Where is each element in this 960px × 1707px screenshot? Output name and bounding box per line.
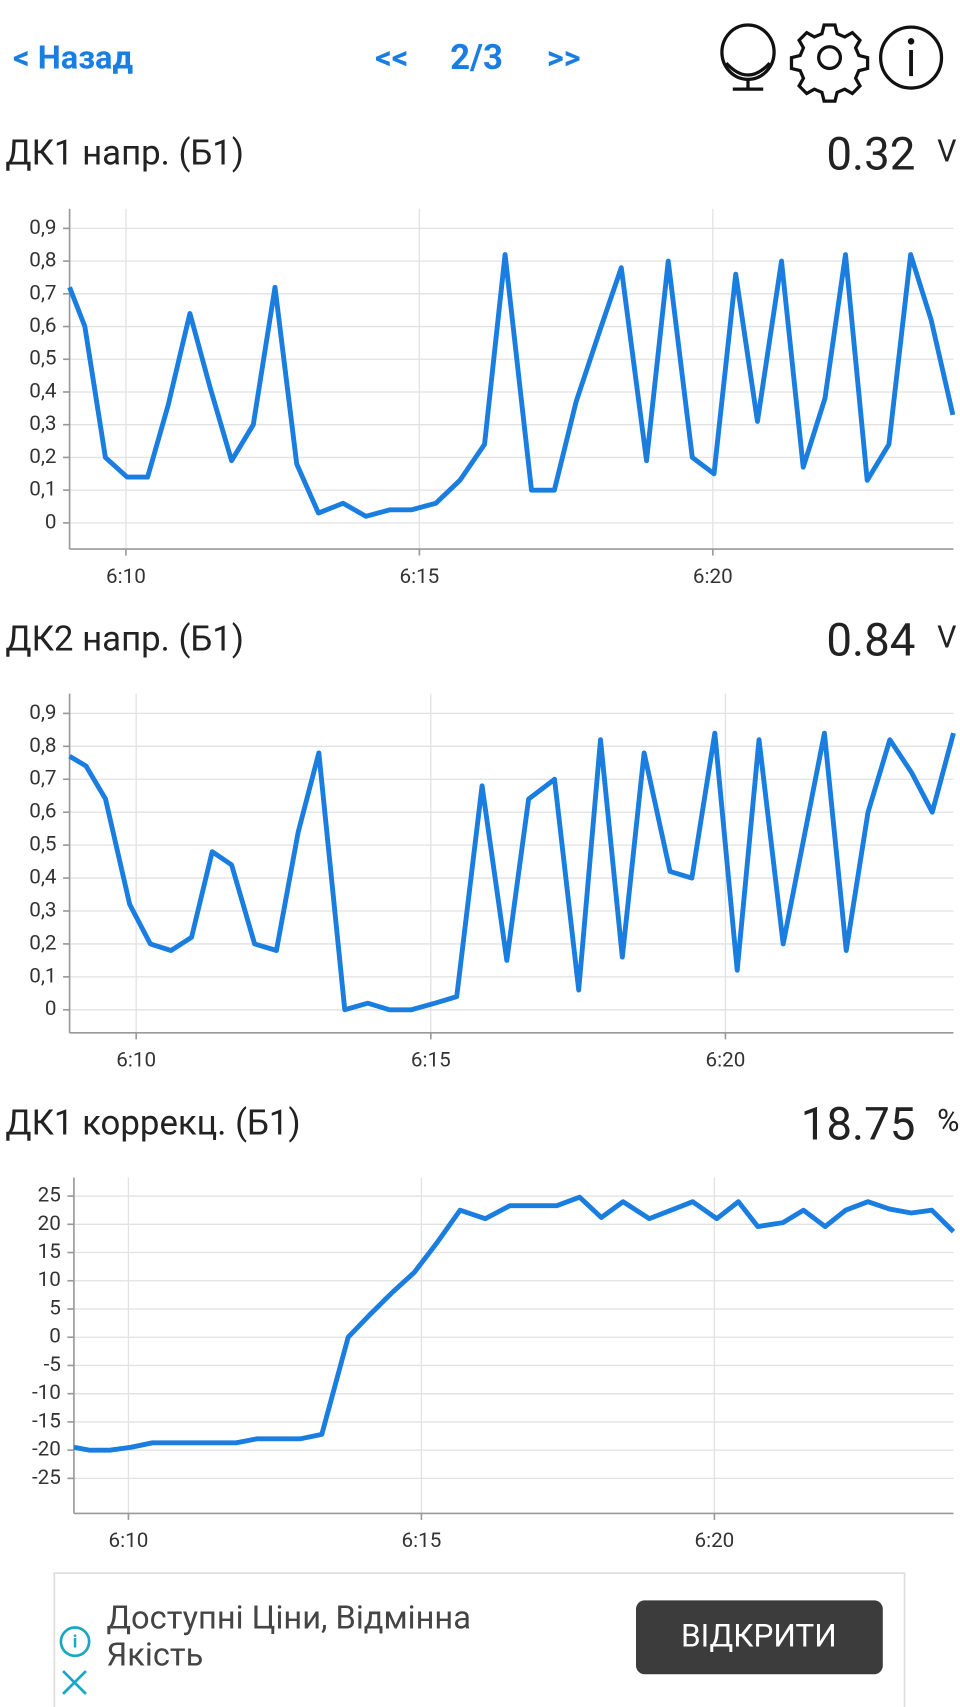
y-tick-label: 0,8 (29, 249, 56, 273)
data-line (67, 252, 956, 519)
back-button[interactable]: < Назад (13, 38, 133, 76)
y-tick-label: 0,9 (29, 216, 56, 240)
y-tick-label: 0,3 (29, 898, 56, 922)
y-tick-label: 0 (45, 510, 57, 534)
x-tick-label: 6:10 (109, 1529, 149, 1553)
x-tick-label: 6:10 (116, 1049, 156, 1073)
page-indicator: 2/3 (450, 38, 503, 78)
mirror-icon[interactable] (720, 23, 776, 91)
y-tick-label: 0 (49, 1325, 61, 1349)
current-value: 18.75 (801, 1098, 916, 1151)
prev-button[interactable]: << (375, 38, 408, 76)
y-tick-label: 15 (38, 1240, 61, 1264)
x-tick-label: 6:15 (402, 1529, 442, 1553)
ad-text: Якість (107, 1636, 204, 1674)
x-tick-label: 6:20 (693, 565, 733, 589)
unit: % (937, 1104, 959, 1139)
current-value: 0.84 (826, 615, 915, 668)
ad-text: Доступні Ціни, Відмінна (107, 1599, 471, 1637)
y-tick-label: 0,1 (29, 478, 56, 502)
chart-title: ДК1 коррекц. (Б1) (5, 1103, 300, 1143)
chart-title: ДК2 напр. (Б1) (5, 620, 244, 660)
y-tick-label: 0,7 (29, 767, 56, 791)
settings-icon[interactable] (789, 23, 870, 103)
y-tick-label: 0,1 (29, 964, 56, 988)
y-tick-label: 0,7 (29, 281, 56, 305)
y-tick-label: 0,4 (29, 866, 57, 890)
y-tick-label: 0,9 (29, 701, 56, 725)
ad-close-icon[interactable] (62, 1670, 87, 1695)
next-button[interactable]: >> (547, 38, 581, 76)
data-line (68, 730, 956, 1013)
ad-info-glyph: i (73, 1632, 78, 1652)
y-tick-label: 0,2 (29, 445, 56, 469)
y-tick-label: 0,5 (29, 833, 56, 857)
y-tick-label: 0,2 (29, 931, 56, 955)
current-value: 0.32 (826, 129, 915, 182)
y-tick-label: 25 (38, 1184, 61, 1208)
y-tick-label: 0,6 (29, 314, 56, 338)
x-tick-label: 6:10 (106, 565, 146, 589)
x-tick-label: 6:20 (694, 1529, 734, 1553)
data-line (73, 1194, 956, 1453)
y-tick-label: -15 (32, 1409, 61, 1433)
unit: V (937, 134, 956, 169)
y-tick-label: 0,4 (29, 379, 57, 403)
y-tick-label: 0,3 (29, 412, 56, 436)
ad-banner: i Доступні Ціни, Відмінна Якість ВІДКРИТ… (53, 1572, 906, 1707)
unit: V (937, 620, 956, 655)
x-tick-label: 6:15 (399, 565, 439, 589)
y-tick-label: -10 (32, 1381, 61, 1405)
y-tick-label: 0 (45, 997, 57, 1021)
info-icon[interactable] (879, 25, 944, 90)
y-tick-label: -25 (32, 1466, 61, 1490)
chart-title: ДК1 напр. (Б1) (5, 134, 244, 174)
y-tick-label: -5 (44, 1353, 61, 1377)
y-tick-label: 10 (38, 1268, 61, 1292)
ad-info-icon[interactable] (59, 1626, 91, 1658)
x-tick-label: 6:20 (706, 1049, 746, 1073)
y-tick-label: 0,8 (29, 734, 56, 758)
y-tick-label: 5 (49, 1296, 61, 1320)
y-tick-label: -20 (32, 1438, 61, 1462)
ad-button[interactable] (636, 1600, 883, 1675)
x-tick-label: 6:15 (411, 1049, 451, 1073)
charts: ДК1 напр. (Б1) 0.32 V 0 0,1 0,2 0,3 0,4 0,5 0,6 0,… (5, 129, 959, 1553)
y-tick-label: 0,5 (29, 347, 56, 371)
y-tick-label: 0,6 (29, 800, 56, 824)
ad-button-label[interactable]: ВІДКРИТИ (681, 1618, 837, 1655)
y-tick-label: 20 (38, 1212, 61, 1236)
